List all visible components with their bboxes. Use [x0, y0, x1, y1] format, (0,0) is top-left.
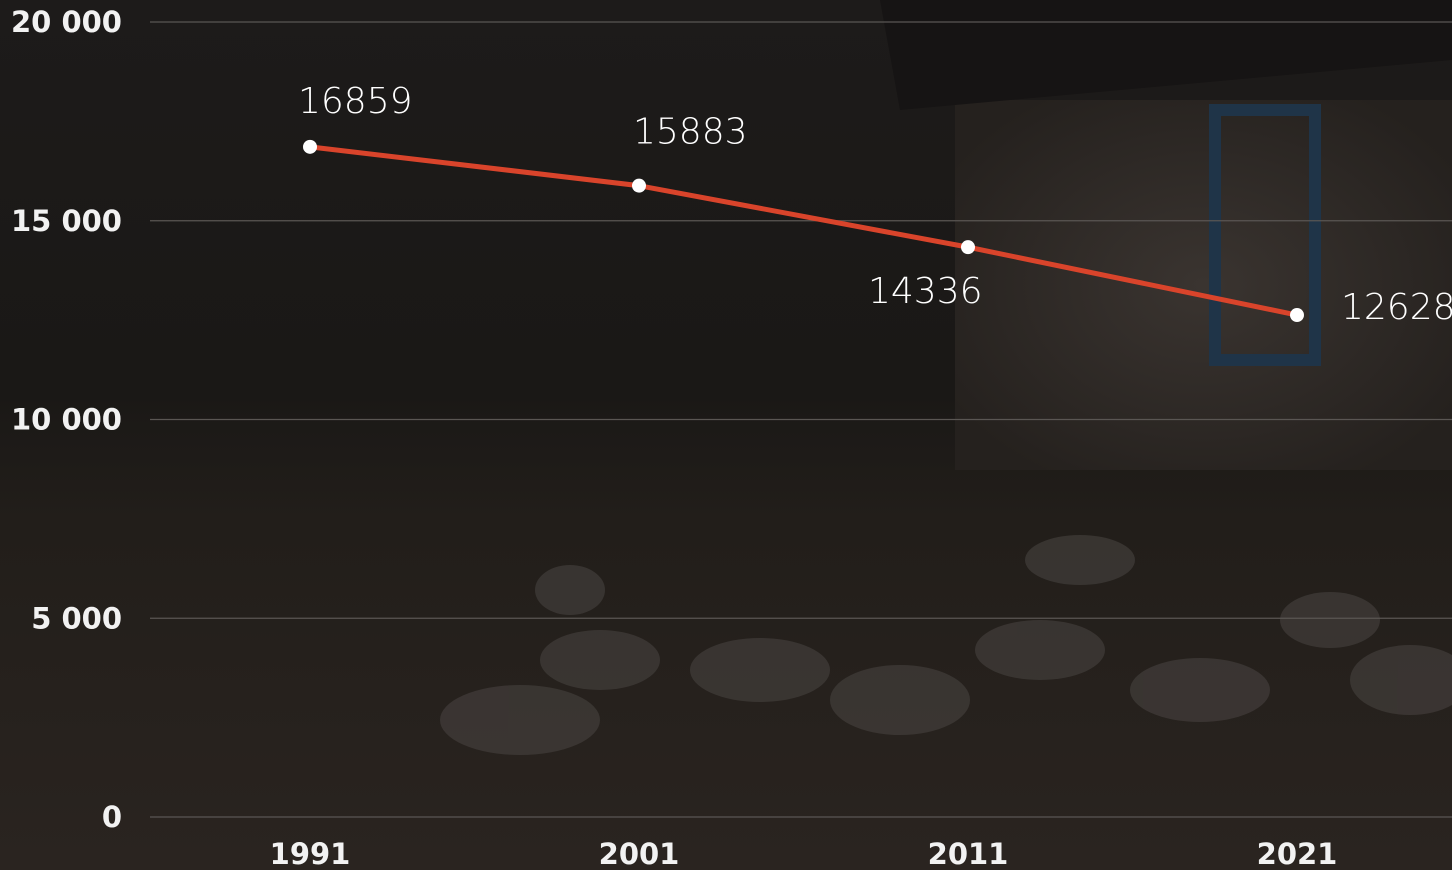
data-label: 14336 [868, 271, 983, 312]
x-tick-label: 2021 [1257, 837, 1338, 870]
x-tick-label: 1991 [270, 837, 351, 870]
y-tick-label: 20 000 [11, 5, 122, 39]
background-house [955, 100, 1452, 470]
background-roof [880, 0, 1452, 110]
y-tick-label: 15 000 [11, 204, 122, 238]
y-tick-label: 0 [102, 800, 122, 834]
data-point [632, 178, 646, 193]
y-tick-label: 5 000 [31, 601, 122, 635]
x-tick-label: 2011 [928, 837, 1009, 870]
background-geese [440, 535, 1452, 755]
background-window [1209, 104, 1321, 366]
x-tick-label: 2001 [599, 837, 680, 870]
data-label: 15883 [633, 112, 748, 153]
y-tick-label: 10 000 [11, 403, 122, 437]
data-point [303, 139, 317, 154]
data-point [961, 240, 975, 255]
data-label: 16859 [298, 81, 413, 122]
data-label: 12628 [1341, 287, 1452, 328]
data-line [309, 144, 1298, 318]
data-point [1290, 308, 1304, 323]
